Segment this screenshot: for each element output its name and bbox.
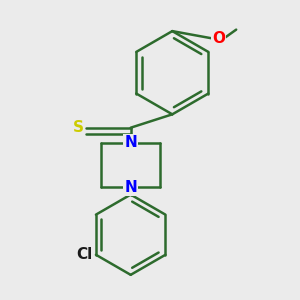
Text: S: S [73, 120, 84, 135]
Text: O: O [212, 31, 225, 46]
Text: N: N [124, 180, 137, 195]
Text: N: N [124, 135, 137, 150]
Text: Cl: Cl [77, 247, 93, 262]
